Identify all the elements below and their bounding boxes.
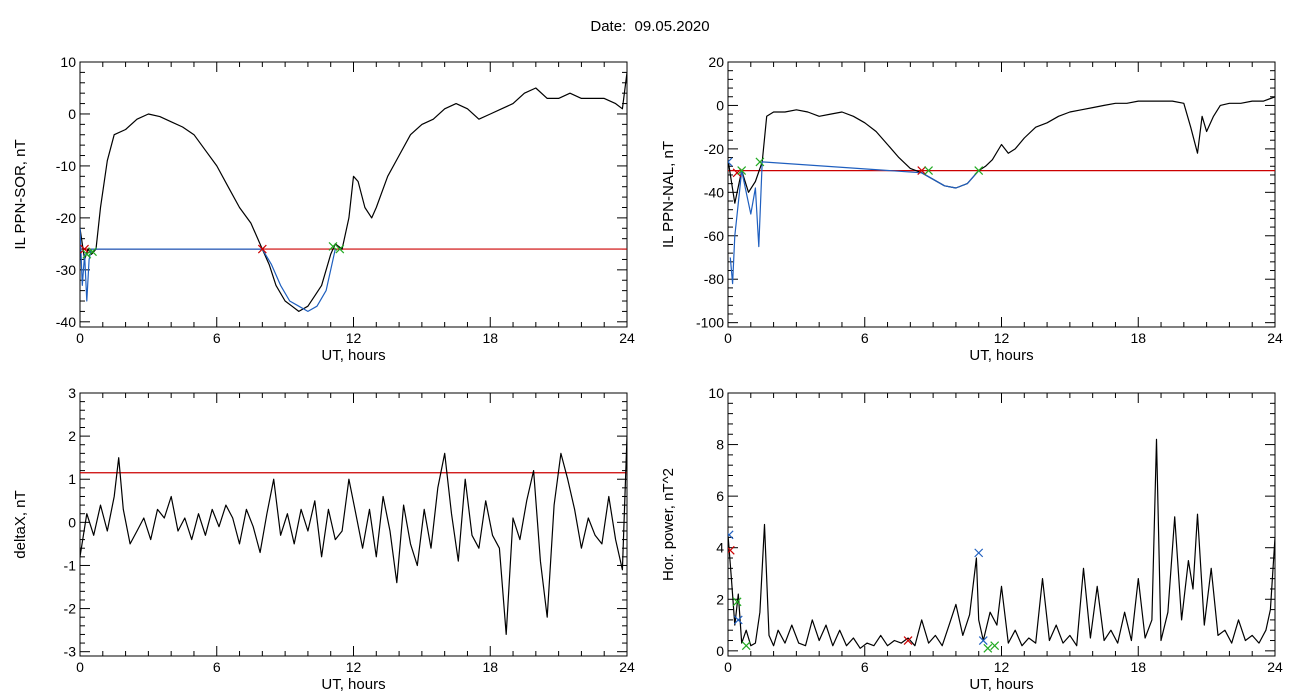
x-tick-label: 24 [619,659,635,675]
plot-area [80,72,627,312]
series-line-1 [728,438,1275,649]
plot-frame [79,61,628,328]
x-tick-label: 0 [76,330,84,346]
x-tick-label: 6 [861,659,869,675]
y-tick-label: 1 [68,471,76,487]
x-tick-label: 6 [213,659,221,675]
y-tick-label: 0 [68,514,76,530]
marker-x [80,244,89,254]
plot-frame [79,392,628,657]
y-tick-label: 4 [716,540,724,556]
x-axis-label: UT, hours [969,676,1033,693]
plot-frame [727,392,1276,657]
x-tick-label: 12 [994,659,1010,675]
x-tick-label: 18 [482,659,498,675]
marker-x [737,166,747,176]
marker-x [732,168,742,178]
plot-frame [727,61,1276,328]
x-tick-label: 18 [1130,659,1146,675]
y-tick-label: 8 [716,437,724,453]
marker-x [974,548,984,558]
x-tick-label: 6 [861,330,869,346]
x-axis-label: UT, hours [969,347,1033,364]
marker-x [974,166,984,176]
y-axis-label: Hor. power, nT^2 [660,468,677,581]
marker-x [755,157,765,167]
marker-x [728,545,735,555]
x-tick-label: 12 [994,330,1010,346]
marker-x [978,636,988,645]
x-tick-label: 18 [482,330,498,346]
plot-area [728,438,1275,653]
y-tick-label: -20 [56,210,76,226]
y-tick-label: 2 [716,591,724,607]
y-axis-label: IL PPN-SOR, nT [12,139,29,249]
y-tick-label: -3 [64,644,77,660]
x-axis-label: UT, hours [321,676,385,693]
y-tick-label: -40 [704,184,724,200]
marker-x [328,242,338,251]
marker-x [990,641,1000,651]
x-tick-label: 6 [213,330,221,346]
series-line-1 [80,436,627,636]
series-line-2 [729,161,980,285]
y-tick-label: -20 [704,141,724,157]
y-tick-label: 0 [716,97,724,113]
x-axis-label: UT, hours [321,347,385,364]
marker-x [741,641,751,651]
chart-panel-1: 0 6 12 18 24 -40 -30 -20 -10 0 10 UT, hours IL PPN-S… [12,54,635,364]
y-tick-label: 20 [708,54,724,70]
marker-x [257,244,267,254]
y-tick-label: 0 [716,643,724,659]
marker-x [82,249,92,259]
marker-x [728,157,733,167]
x-tick-label: 0 [724,659,732,675]
y-tick-label: -1 [64,557,77,573]
y-tick-label: 2 [68,428,76,444]
page-title: Date: 09.05.2020 [590,18,710,35]
x-tick-label: 0 [724,330,732,346]
marker-x [335,244,345,254]
marker-x [924,166,933,176]
y-tick-label: 6 [716,488,724,504]
plot-area [80,436,627,636]
y-tick-label: -60 [704,228,724,244]
x-tick-label: 0 [76,659,84,675]
y-tick-label: -40 [56,314,76,330]
y-tick-label: -2 [64,601,77,617]
marker-x [733,615,743,625]
x-tick-label: 12 [346,330,362,346]
x-tick-label: 12 [346,659,362,675]
marker-x [88,247,97,257]
marker-x [732,597,742,607]
y-tick-label: 3 [68,385,76,401]
series-line-2 [80,228,336,312]
y-tick-label: -100 [696,315,724,331]
chart-panel-2: 0 6 12 18 24 -100 -80 -60 -40 -20 0 20 UT, hours IL P… [660,54,1283,364]
series-line-1 [728,96,1275,204]
x-tick-label: 24 [1267,330,1283,346]
y-tick-label: 0 [68,106,76,122]
y-axis-label: IL PPN-NAL, nT [660,141,677,248]
x-tick-label: 24 [1267,659,1283,675]
plot-area [728,96,1275,285]
marker-x [917,166,927,176]
marker-x [983,643,993,653]
marker-x [728,530,734,540]
y-tick-label: 10 [708,385,724,401]
y-tick-label: 10 [60,54,76,70]
marker-x [903,636,913,645]
series-line-1 [80,72,627,312]
y-tick-label: -80 [704,271,724,287]
x-tick-label: 18 [1130,330,1146,346]
y-axis-label: deltaX, nT [12,490,29,558]
x-tick-label: 24 [619,330,635,346]
y-tick-label: -30 [56,262,76,278]
y-tick-label: -10 [56,158,76,174]
